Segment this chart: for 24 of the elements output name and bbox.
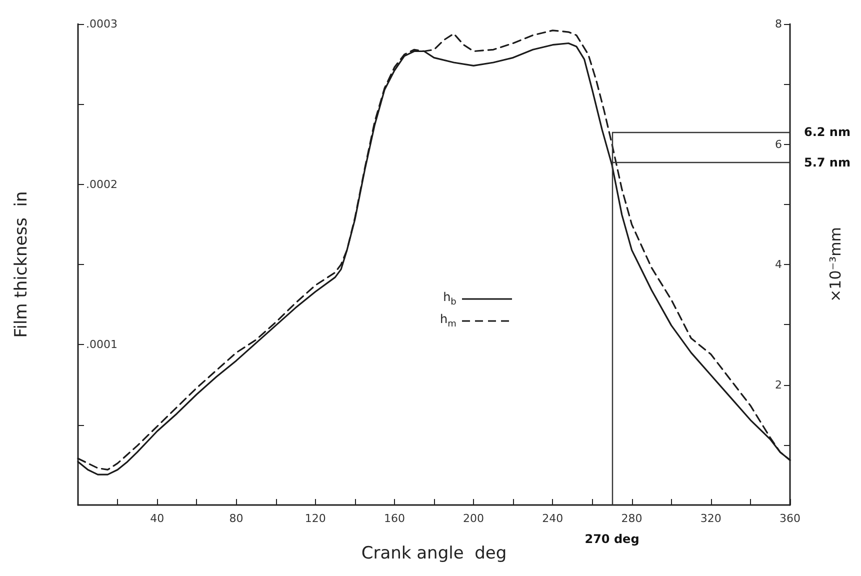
y2-tick-label: 4 <box>775 258 782 271</box>
legend-label: h$_{m}$ <box>440 312 456 330</box>
x-tick-label: 80 <box>229 512 244 525</box>
x-tick-label: 280 <box>621 512 642 525</box>
x-tick-label: 200 <box>463 512 484 525</box>
y2-tick-label: 6 <box>775 138 782 151</box>
x-axis-title: Crank angle deg <box>361 544 507 564</box>
x-tick-label: 360 <box>780 512 800 525</box>
x-tick-label: 240 <box>542 512 564 525</box>
x-tick-label: 320 <box>700 512 722 525</box>
ref-line-label: 270 deg <box>584 532 640 546</box>
y-axis-title: Film thickness in <box>12 191 32 338</box>
y2-tick-label: 2 <box>775 378 782 392</box>
y-tick-label: .0001 <box>86 338 118 352</box>
y2-tick-label: 8 <box>775 18 782 30</box>
y2-axis-title: ×10⁻³mm <box>826 227 844 302</box>
ref-line-label: 5.7 nm <box>804 155 850 170</box>
y-tick-label: .0002 <box>86 178 118 191</box>
legend-label: h$_{b}$ <box>443 290 456 308</box>
x-tick-label: 40 <box>150 512 164 525</box>
y-tick-label: .0003 <box>86 18 118 30</box>
x-tick-label: 160 <box>384 512 405 525</box>
ref-line-label: 6.2 nm <box>804 125 850 140</box>
x-tick-label: 120 <box>304 512 326 525</box>
